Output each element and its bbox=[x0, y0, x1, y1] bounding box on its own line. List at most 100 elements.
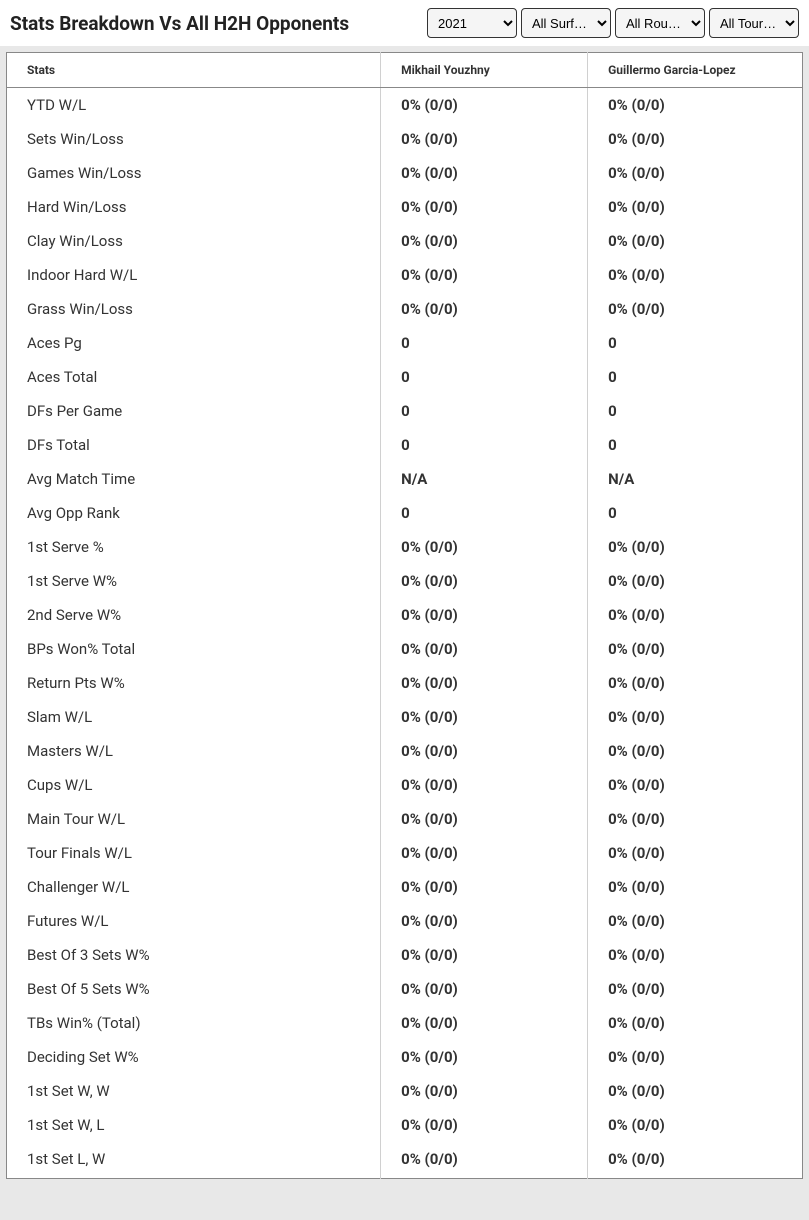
player2-value: 0 bbox=[588, 326, 803, 360]
year-select[interactable]: 2021 bbox=[427, 8, 517, 38]
player1-value: 0 bbox=[381, 394, 588, 428]
player2-value: 0% (0/0) bbox=[588, 258, 803, 292]
player2-value: 0 bbox=[588, 496, 803, 530]
table-row: Hard Win/Loss0% (0/0)0% (0/0) bbox=[7, 190, 803, 224]
stat-label: Best Of 5 Sets W% bbox=[7, 972, 381, 1006]
player2-value: 0 bbox=[588, 428, 803, 462]
player1-value: 0% (0/0) bbox=[381, 938, 588, 972]
stat-label: Hard Win/Loss bbox=[7, 190, 381, 224]
player1-value: 0% (0/0) bbox=[381, 224, 588, 258]
table-row: Best Of 5 Sets W%0% (0/0)0% (0/0) bbox=[7, 972, 803, 1006]
player2-value: 0% (0/0) bbox=[588, 700, 803, 734]
round-select[interactable]: All Rou… bbox=[615, 8, 705, 38]
player2-value: 0% (0/0) bbox=[588, 904, 803, 938]
player1-value: 0% (0/0) bbox=[381, 870, 588, 904]
player1-value: 0% (0/0) bbox=[381, 1074, 588, 1108]
player2-value: 0% (0/0) bbox=[588, 1074, 803, 1108]
surface-select[interactable]: All Surf… bbox=[521, 8, 611, 38]
stat-label: Deciding Set W% bbox=[7, 1040, 381, 1074]
player1-value: 0% (0/0) bbox=[381, 904, 588, 938]
player1-value: 0% (0/0) bbox=[381, 700, 588, 734]
stats-tbody: YTD W/L0% (0/0)0% (0/0)Sets Win/Loss0% (… bbox=[7, 88, 803, 1179]
player1-value: 0% (0/0) bbox=[381, 258, 588, 292]
column-header-player2: Guillermo Garcia-Lopez bbox=[588, 53, 803, 88]
filter-group: 2021 All Surf… All Rou… All Tour… bbox=[427, 8, 799, 38]
player1-value: 0% (0/0) bbox=[381, 156, 588, 190]
player1-value: 0% (0/0) bbox=[381, 972, 588, 1006]
player2-value: 0% (0/0) bbox=[588, 530, 803, 564]
player2-value: 0% (0/0) bbox=[588, 88, 803, 123]
stat-label: Indoor Hard W/L bbox=[7, 258, 381, 292]
player1-value: 0% (0/0) bbox=[381, 1142, 588, 1179]
table-row: Best Of 3 Sets W%0% (0/0)0% (0/0) bbox=[7, 938, 803, 972]
stat-label: DFs Per Game bbox=[7, 394, 381, 428]
stat-label: Clay Win/Loss bbox=[7, 224, 381, 258]
table-row: Games Win/Loss0% (0/0)0% (0/0) bbox=[7, 156, 803, 190]
table-row: Avg Opp Rank00 bbox=[7, 496, 803, 530]
table-row: DFs Total00 bbox=[7, 428, 803, 462]
player1-value: 0% (0/0) bbox=[381, 1108, 588, 1142]
stat-label: 1st Serve % bbox=[7, 530, 381, 564]
table-row: Grass Win/Loss0% (0/0)0% (0/0) bbox=[7, 292, 803, 326]
player1-value: 0% (0/0) bbox=[381, 802, 588, 836]
player2-value: 0% (0/0) bbox=[588, 768, 803, 802]
player1-value: 0% (0/0) bbox=[381, 88, 588, 123]
stat-label: Challenger W/L bbox=[7, 870, 381, 904]
player2-value: 0 bbox=[588, 394, 803, 428]
player1-value: 0% (0/0) bbox=[381, 836, 588, 870]
stats-table: Stats Mikhail Youzhny Guillermo Garcia-L… bbox=[6, 52, 803, 1179]
stat-label: BPs Won% Total bbox=[7, 632, 381, 666]
table-row: Cups W/L0% (0/0)0% (0/0) bbox=[7, 768, 803, 802]
table-row: Futures W/L0% (0/0)0% (0/0) bbox=[7, 904, 803, 938]
stat-label: Aces Pg bbox=[7, 326, 381, 360]
player2-value: 0% (0/0) bbox=[588, 1040, 803, 1074]
table-row: Challenger W/L0% (0/0)0% (0/0) bbox=[7, 870, 803, 904]
stat-label: Aces Total bbox=[7, 360, 381, 394]
stat-label: 1st Set L, W bbox=[7, 1142, 381, 1179]
table-row: Main Tour W/L0% (0/0)0% (0/0) bbox=[7, 802, 803, 836]
stat-label: Grass Win/Loss bbox=[7, 292, 381, 326]
stat-label: Games Win/Loss bbox=[7, 156, 381, 190]
player2-value: 0% (0/0) bbox=[588, 632, 803, 666]
table-row: Deciding Set W%0% (0/0)0% (0/0) bbox=[7, 1040, 803, 1074]
player2-value: N/A bbox=[588, 462, 803, 496]
player2-value: 0% (0/0) bbox=[588, 122, 803, 156]
player2-value: 0% (0/0) bbox=[588, 972, 803, 1006]
table-row: Indoor Hard W/L0% (0/0)0% (0/0) bbox=[7, 258, 803, 292]
stat-label: YTD W/L bbox=[7, 88, 381, 123]
stat-label: 1st Set W, W bbox=[7, 1074, 381, 1108]
player2-value: 0% (0/0) bbox=[588, 734, 803, 768]
table-row: Sets Win/Loss0% (0/0)0% (0/0) bbox=[7, 122, 803, 156]
table-row: Aces Total00 bbox=[7, 360, 803, 394]
table-row: Tour Finals W/L0% (0/0)0% (0/0) bbox=[7, 836, 803, 870]
player1-value: 0 bbox=[381, 326, 588, 360]
player1-value: 0% (0/0) bbox=[381, 666, 588, 700]
table-row: 1st Set W, L0% (0/0)0% (0/0) bbox=[7, 1108, 803, 1142]
player1-value: 0 bbox=[381, 428, 588, 462]
player1-value: 0% (0/0) bbox=[381, 1006, 588, 1040]
tour-select[interactable]: All Tour… bbox=[709, 8, 799, 38]
stat-label: Return Pts W% bbox=[7, 666, 381, 700]
column-header-player1: Mikhail Youzhny bbox=[381, 53, 588, 88]
table-row: Masters W/L0% (0/0)0% (0/0) bbox=[7, 734, 803, 768]
player1-value: 0% (0/0) bbox=[381, 530, 588, 564]
player2-value: 0% (0/0) bbox=[588, 666, 803, 700]
player2-value: 0% (0/0) bbox=[588, 224, 803, 258]
header-bar: Stats Breakdown Vs All H2H Opponents 202… bbox=[0, 0, 809, 46]
player2-value: 0% (0/0) bbox=[588, 1006, 803, 1040]
stat-label: Tour Finals W/L bbox=[7, 836, 381, 870]
player2-value: 0% (0/0) bbox=[588, 292, 803, 326]
player1-value: 0% (0/0) bbox=[381, 768, 588, 802]
player1-value: 0% (0/0) bbox=[381, 190, 588, 224]
player2-value: 0% (0/0) bbox=[588, 156, 803, 190]
table-row: YTD W/L0% (0/0)0% (0/0) bbox=[7, 88, 803, 123]
player1-value: 0% (0/0) bbox=[381, 632, 588, 666]
stat-label: 1st Set W, L bbox=[7, 1108, 381, 1142]
table-row: 2nd Serve W%0% (0/0)0% (0/0) bbox=[7, 598, 803, 632]
player2-value: 0% (0/0) bbox=[588, 836, 803, 870]
table-row: TBs Win% (Total)0% (0/0)0% (0/0) bbox=[7, 1006, 803, 1040]
player2-value: 0% (0/0) bbox=[588, 190, 803, 224]
player1-value: 0% (0/0) bbox=[381, 292, 588, 326]
player1-value: 0% (0/0) bbox=[381, 564, 588, 598]
player2-value: 0% (0/0) bbox=[588, 564, 803, 598]
